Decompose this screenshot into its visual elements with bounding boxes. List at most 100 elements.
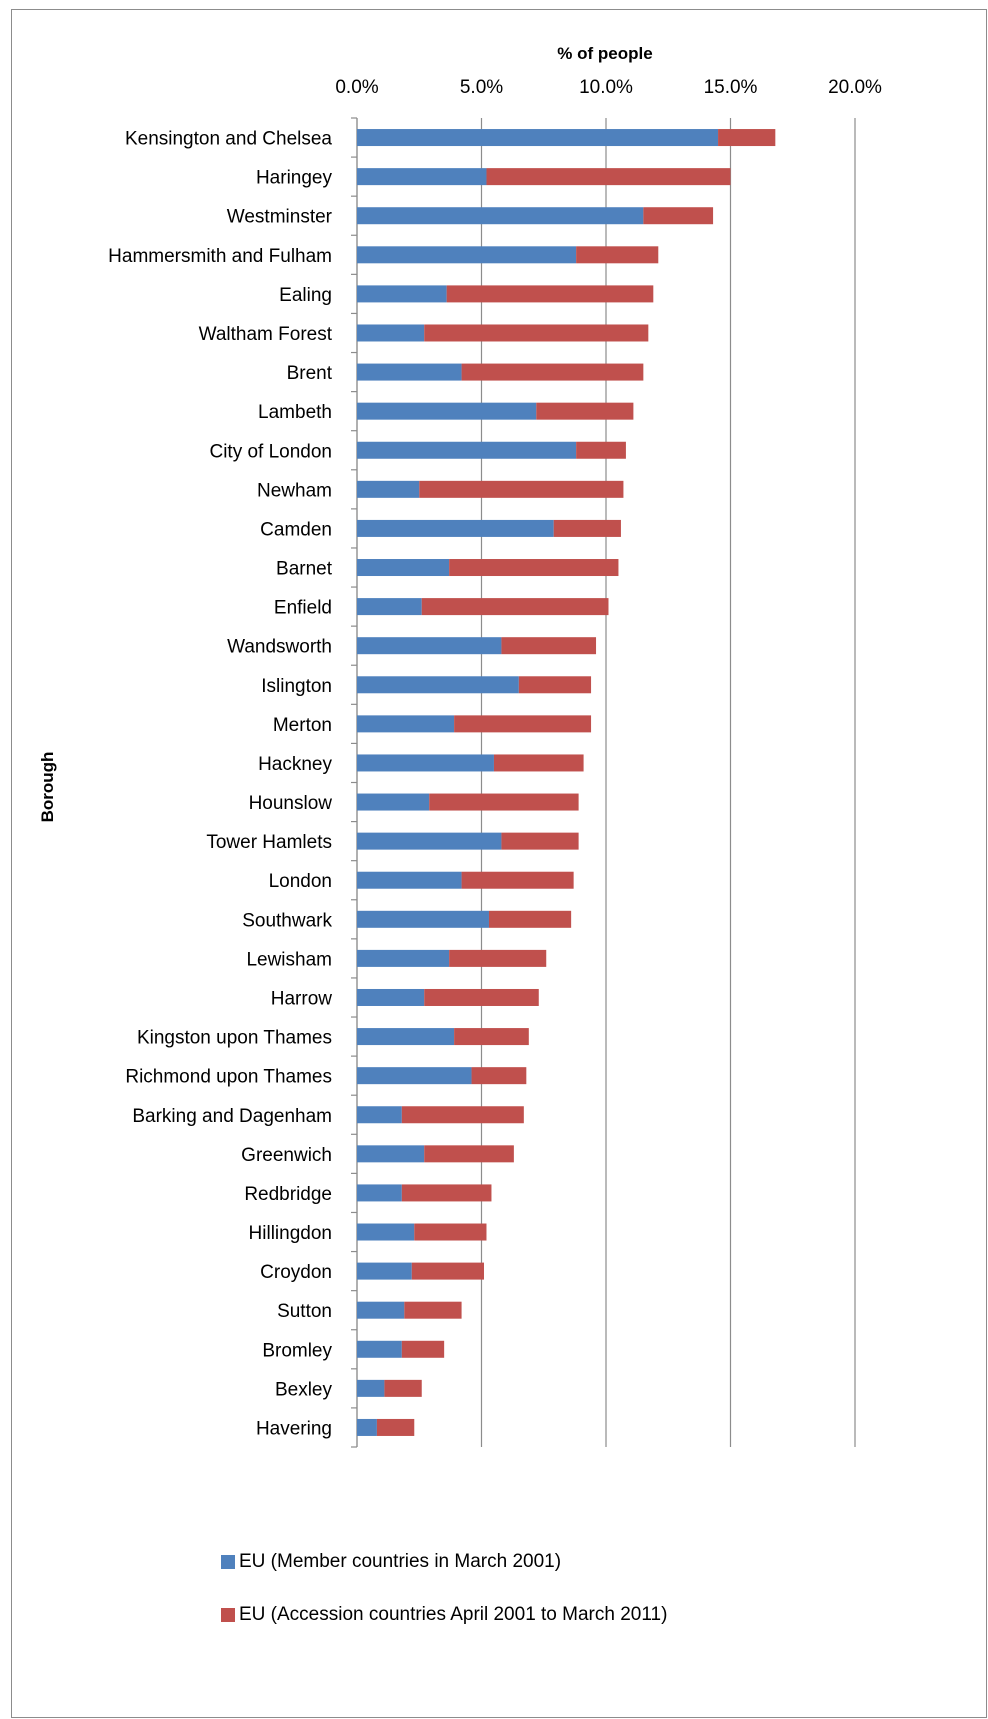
category-label: Bexley xyxy=(275,1379,333,1400)
bar-member xyxy=(357,637,502,655)
bar-member xyxy=(357,480,420,498)
bar-member xyxy=(357,1106,402,1124)
x-axis-title: % of people xyxy=(557,44,652,63)
category-label: Merton xyxy=(273,715,332,736)
category-label: Tower Hamlets xyxy=(206,832,332,853)
bar-accession xyxy=(488,910,572,928)
x-tick-labels: 0.0% 5.0% 10.0% 15.0% 20.0% xyxy=(335,77,882,98)
category-label: Sutton xyxy=(277,1301,332,1322)
bar-accession xyxy=(401,1340,445,1358)
bar-accession xyxy=(429,793,579,811)
y-axis xyxy=(351,117,358,1448)
category-label: London xyxy=(269,871,332,892)
bar-accession xyxy=(461,363,644,381)
bar-member xyxy=(357,988,425,1006)
bar-member xyxy=(357,559,450,577)
bar-member xyxy=(357,1067,472,1085)
bar-accession xyxy=(424,1145,514,1163)
bar-member xyxy=(357,910,489,928)
legend-swatch-member xyxy=(221,1555,235,1569)
legend-label-accession: EU (Accession countries April 2001 to Ma… xyxy=(239,1604,668,1625)
x-tick-label: 5.0% xyxy=(460,77,503,98)
bar-member xyxy=(357,949,450,967)
category-label: Islington xyxy=(261,676,332,697)
bar-accession xyxy=(643,207,714,225)
legend-swatch-accession xyxy=(221,1608,235,1622)
bar-accession xyxy=(446,285,654,303)
bar-member xyxy=(357,441,577,459)
bar-accession xyxy=(501,832,579,850)
bar-accession xyxy=(493,754,584,772)
category-label: Haringey xyxy=(256,168,333,189)
bar-accession xyxy=(454,715,592,733)
x-tick-label: 0.0% xyxy=(335,77,378,98)
bars xyxy=(357,129,776,1436)
bar-member xyxy=(357,715,455,733)
category-label: Wandsworth xyxy=(227,637,332,658)
bar-member xyxy=(357,168,487,186)
bar-member xyxy=(357,1184,402,1202)
bar-member xyxy=(357,363,462,381)
bar-member xyxy=(357,1418,377,1436)
bar-member xyxy=(357,1028,455,1046)
bar-accession xyxy=(536,402,634,420)
bar-member xyxy=(357,1262,412,1280)
category-label: Barnet xyxy=(276,559,333,580)
category-label: Hackney xyxy=(258,754,332,775)
category-label: Kingston upon Thames xyxy=(137,1028,332,1049)
category-label: Enfield xyxy=(274,598,332,619)
category-label: Brent xyxy=(287,363,333,384)
legend-item-accession: EU (Accession countries April 2001 to Ma… xyxy=(221,1603,667,1627)
bar-member xyxy=(357,832,502,850)
category-label: Southwark xyxy=(242,910,332,931)
bar-accession xyxy=(384,1379,422,1397)
bar-accession xyxy=(376,1418,415,1436)
bar-member xyxy=(357,207,644,225)
bar-accession xyxy=(421,598,609,616)
bar-accession xyxy=(449,559,619,577)
category-label: Bromley xyxy=(262,1340,332,1361)
legend-item-member: EU (Member countries in March 2001) xyxy=(221,1550,561,1574)
category-label: Waltham Forest xyxy=(199,324,333,345)
bar-member xyxy=(357,129,719,147)
category-labels: Kensington and Chelsea Haringey Westminste… xyxy=(108,129,333,1440)
bar-accession xyxy=(424,324,649,342)
bar-member xyxy=(357,324,425,342)
x-tick-label: 20.0% xyxy=(828,77,882,98)
bar-member xyxy=(357,1340,402,1358)
legend-label-member: EU (Member countries in March 2001) xyxy=(239,1551,562,1572)
bar-accession xyxy=(576,246,659,264)
category-label: Harrow xyxy=(271,988,333,1009)
bar-accession xyxy=(471,1067,527,1085)
bar-accession xyxy=(401,1184,492,1202)
bar-accession xyxy=(424,988,539,1006)
category-label: Redbridge xyxy=(244,1184,332,1205)
bar-accession xyxy=(486,168,731,186)
category-label: Ealing xyxy=(279,285,332,306)
category-label: Richmond upon Thames xyxy=(125,1067,332,1088)
bar-accession xyxy=(518,676,592,694)
bar-member xyxy=(357,519,554,537)
y-axis-title: Borough xyxy=(38,752,57,823)
category-label: Hillingdon xyxy=(249,1223,332,1244)
bar-member xyxy=(357,246,577,264)
bar-accession xyxy=(401,1106,524,1124)
category-label: Croydon xyxy=(260,1262,332,1283)
bar-member xyxy=(357,1379,385,1397)
bar-accession xyxy=(449,949,547,967)
category-label: Greenwich xyxy=(241,1145,332,1166)
category-label: Westminster xyxy=(227,207,333,228)
category-label: Barking and Dagenham xyxy=(132,1106,332,1127)
category-label: Newham xyxy=(257,480,332,501)
bar-member xyxy=(357,402,537,420)
bar-accession xyxy=(553,519,621,537)
x-tick-label: 15.0% xyxy=(704,77,758,98)
bar-accession xyxy=(501,637,597,655)
bar-member xyxy=(357,754,494,772)
category-label: Havering xyxy=(256,1418,332,1439)
category-label: Camden xyxy=(260,519,332,540)
bar-member xyxy=(357,871,462,889)
bar-member xyxy=(357,1301,405,1319)
gridlines xyxy=(356,118,856,1447)
